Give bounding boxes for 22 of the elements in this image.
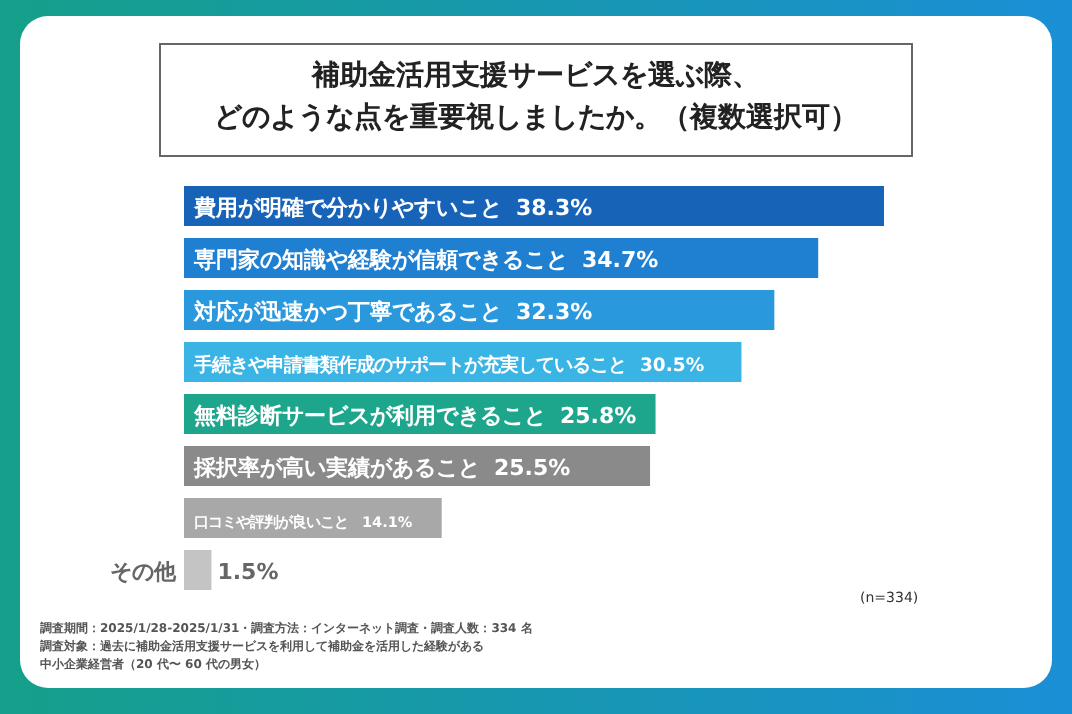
bar: 対応が迅速かつ丁寧であること 32.3% (184, 290, 775, 330)
data-label: 25.5% (494, 455, 571, 481)
bar: その他 1.5% (110, 550, 279, 590)
y-tick-label: 費用が明確で分かりやすいこと (192, 195, 502, 221)
y-tick-label: 手続きや申請書類作成のサポートが充実していること (192, 355, 626, 377)
data-label: 30.5% (640, 355, 705, 377)
data-label: 1.5% (217, 559, 279, 585)
bar: 専門家の知識や経験が信頼できること 34.7% (184, 238, 819, 278)
bar: 費用が明確で分かりやすいこと 38.3% (184, 186, 884, 226)
y-tick-label: 専門家の知識や経験が信頼できること (192, 247, 568, 273)
bar: 採択率が高い実績があること 25.5% (184, 446, 651, 486)
data-label: 34.7% (582, 247, 659, 273)
data-label: 32.3% (516, 299, 593, 325)
data-label: 38.3% (516, 195, 593, 221)
data-label: 25.8% (560, 403, 637, 429)
bar: 手続きや申請書類作成のサポートが充実していること 30.5% (184, 342, 742, 382)
y-tick-label: 採択率が高い実績があること (192, 455, 480, 481)
y-tick-label: その他 (110, 559, 178, 585)
y-tick-label: 無料診断サービスが利用できること (192, 403, 546, 429)
bar: 無料診断サービスが利用できること 25.8% (184, 394, 656, 434)
chart-title: 補助金活用支援サービスを選ぶ際、どのような点を重要視しましたか。（複数選択可） (212, 58, 860, 138)
y-tick-label: 対応が迅速かつ丁寧であること (192, 299, 502, 325)
